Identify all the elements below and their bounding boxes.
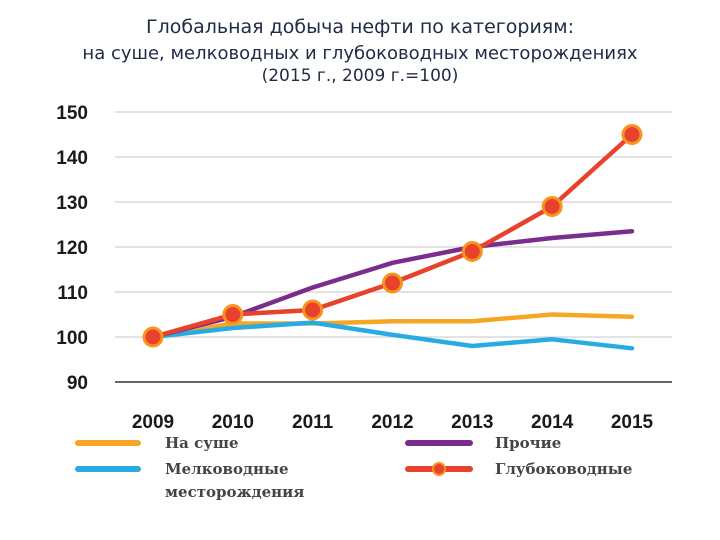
y-tick-label: 130 [56, 193, 88, 214]
gridlines [115, 111, 672, 383]
series-line-shallow [150, 320, 635, 351]
chart-subtitle: на суше, мелководных и глубоководных мес… [82, 43, 638, 64]
y-tick-label: 140 [56, 148, 88, 169]
y-axis-ticks: 90 100 110 120 130 140 150 [56, 103, 88, 394]
data-point-deepwater [302, 299, 324, 321]
series-lines [142, 124, 643, 351]
data-point-deepwater [461, 241, 483, 262]
x-tick-label: 2010 [212, 412, 254, 433]
data-point-deepwater [142, 326, 164, 348]
data-point-deepwater [381, 272, 403, 294]
x-tick-label: 2011 [292, 412, 334, 433]
legend-marker-deepwater [432, 462, 446, 476]
legend-label-deepwater: Глубоководные [495, 460, 632, 478]
data-point-deepwater [541, 196, 563, 217]
y-tick-label: 120 [56, 238, 88, 259]
legend-label-onshore: На суше [165, 434, 239, 452]
y-tick-label: 150 [56, 103, 88, 124]
x-tick-label: 2015 [611, 412, 654, 433]
y-tick-label: 110 [57, 283, 88, 304]
legend: На суше Прочие Мелководные месторождения Глу… [75, 434, 632, 501]
x-tick-label: 2014 [531, 412, 574, 433]
data-point-deepwater [222, 304, 244, 325]
chart-title: Глобальная добыча нефти по категориям: [146, 16, 574, 38]
legend-label-other: Прочие [495, 434, 561, 452]
x-tick-label: 2013 [451, 412, 493, 433]
y-tick-label: 90 [67, 373, 88, 394]
x-axis-ticks: 2009 2010 2011 2012 2013 2014 2015 [132, 412, 654, 433]
y-tick-label: 100 [56, 328, 88, 349]
x-tick-label: 2012 [371, 412, 413, 433]
x-tick-label: 2009 [132, 412, 174, 433]
legend-label-shallow: месторождения [165, 483, 304, 501]
legend-label-shallow: Мелководные [165, 460, 289, 478]
chart-subtitle-note: (2015 г., 2009 г.=100) [261, 66, 459, 86]
data-point-deepwater [621, 124, 643, 145]
